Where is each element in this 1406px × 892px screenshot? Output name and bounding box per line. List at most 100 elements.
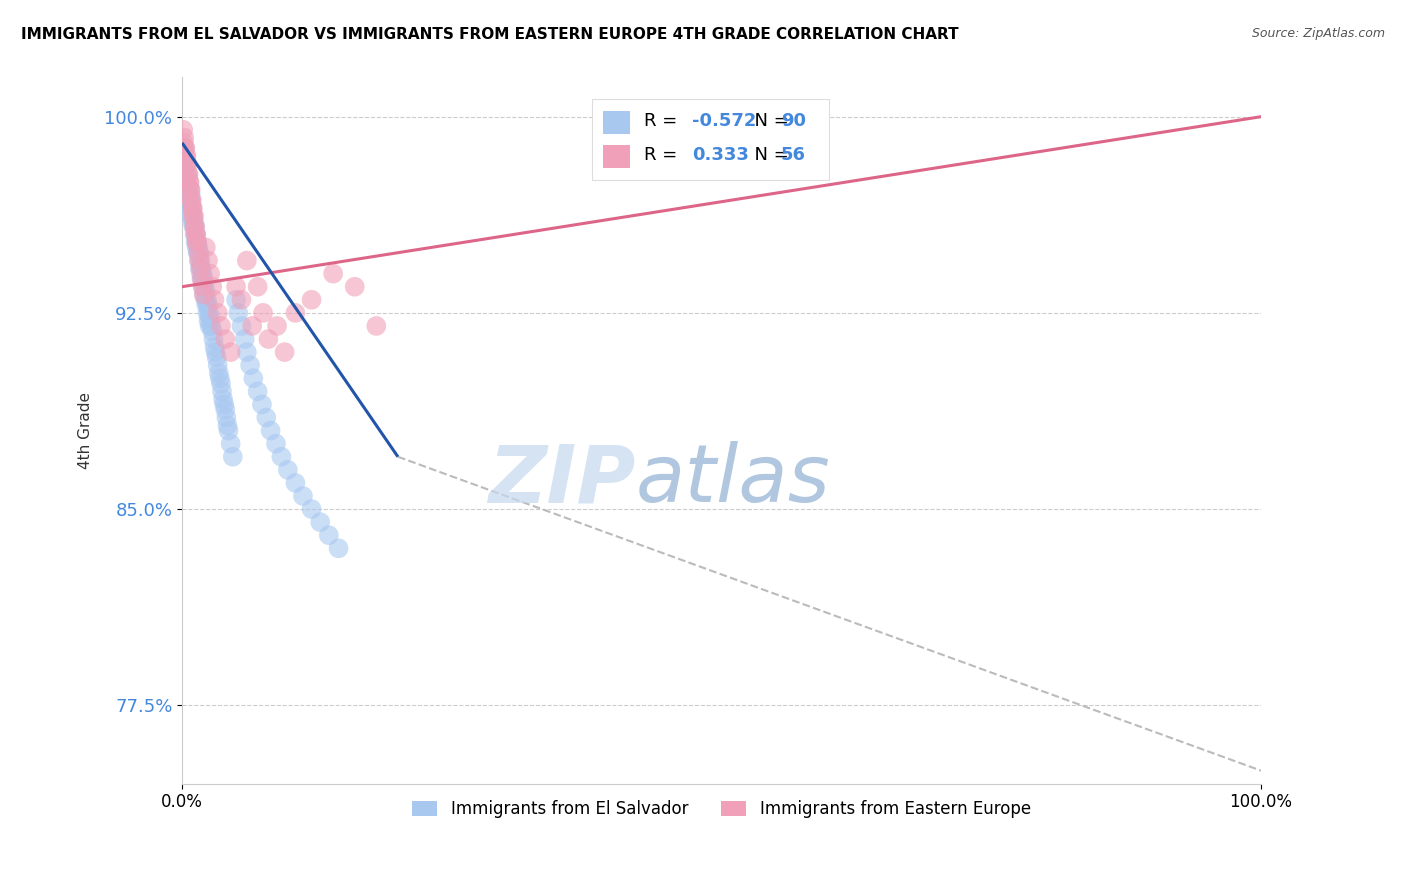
Point <box>194 279 217 293</box>
Point <box>204 293 226 307</box>
Point <box>322 267 344 281</box>
Point <box>197 314 219 328</box>
Point <box>209 376 232 391</box>
Point <box>176 157 198 171</box>
Point <box>343 279 366 293</box>
Text: R =: R = <box>644 112 683 130</box>
Point <box>225 293 247 307</box>
Point <box>194 285 217 299</box>
Point <box>176 149 198 163</box>
Point <box>226 306 249 320</box>
Text: ZIP: ZIP <box>488 441 636 519</box>
Point <box>236 253 259 268</box>
Point <box>181 201 204 215</box>
Point <box>188 261 211 276</box>
Point <box>291 489 314 503</box>
Point <box>173 136 195 150</box>
FancyBboxPatch shape <box>592 99 830 180</box>
Point <box>202 332 225 346</box>
Point <box>277 463 299 477</box>
Point <box>318 528 340 542</box>
Point <box>179 201 201 215</box>
Point <box>186 240 208 254</box>
Point <box>301 502 323 516</box>
Point <box>184 227 207 242</box>
Point <box>174 141 197 155</box>
Point <box>270 450 292 464</box>
Point <box>174 175 197 189</box>
Point <box>180 194 202 208</box>
Point <box>173 141 195 155</box>
Point <box>183 209 205 223</box>
Point <box>183 209 205 223</box>
Point <box>176 157 198 171</box>
Point <box>181 214 204 228</box>
Point <box>197 298 219 312</box>
Point <box>190 261 212 276</box>
Point <box>177 167 200 181</box>
Point <box>212 392 235 407</box>
Point <box>173 141 195 155</box>
Point <box>193 272 215 286</box>
Point <box>204 345 226 359</box>
Point <box>225 279 247 293</box>
Point <box>194 293 217 307</box>
Point <box>233 332 256 346</box>
Point <box>177 188 200 202</box>
Point <box>231 318 253 333</box>
Point <box>193 287 215 301</box>
Point <box>187 240 209 254</box>
Point <box>186 235 208 250</box>
Point <box>208 366 231 380</box>
Point <box>328 541 350 556</box>
Point <box>246 279 269 293</box>
Point <box>184 219 207 234</box>
Point <box>179 194 201 208</box>
Point <box>183 227 205 242</box>
Point <box>188 245 211 260</box>
Point <box>176 183 198 197</box>
Point <box>201 279 224 293</box>
Point <box>176 157 198 171</box>
Text: Source: ZipAtlas.com: Source: ZipAtlas.com <box>1251 27 1385 40</box>
Point <box>205 351 228 365</box>
Point <box>214 402 236 417</box>
Point <box>222 450 245 464</box>
Point <box>252 306 274 320</box>
Point <box>264 436 287 450</box>
Point <box>198 311 221 326</box>
Point <box>219 436 242 450</box>
Point <box>173 161 195 176</box>
Point <box>188 253 211 268</box>
Point <box>239 358 262 372</box>
Point <box>184 227 207 242</box>
Point <box>183 219 205 234</box>
Point <box>240 318 263 333</box>
Point <box>266 318 288 333</box>
Point <box>179 194 201 208</box>
Point <box>211 384 233 399</box>
Point <box>207 306 229 320</box>
Point <box>301 293 323 307</box>
Point <box>215 410 238 425</box>
Point <box>284 306 307 320</box>
Point <box>236 345 259 359</box>
Point <box>172 122 194 136</box>
Point <box>190 272 212 286</box>
Point <box>195 298 218 312</box>
Point <box>180 201 202 215</box>
Point <box>195 293 218 307</box>
Point <box>183 214 205 228</box>
Text: R =: R = <box>644 146 683 164</box>
Text: 0.333: 0.333 <box>693 146 749 164</box>
Point <box>201 324 224 338</box>
Point <box>212 397 235 411</box>
Point <box>209 318 232 333</box>
Point <box>284 475 307 490</box>
Point <box>179 175 201 189</box>
Point <box>180 194 202 208</box>
Point <box>180 209 202 223</box>
Point <box>246 384 269 399</box>
Point <box>187 245 209 260</box>
Y-axis label: 4th Grade: 4th Grade <box>79 392 93 469</box>
